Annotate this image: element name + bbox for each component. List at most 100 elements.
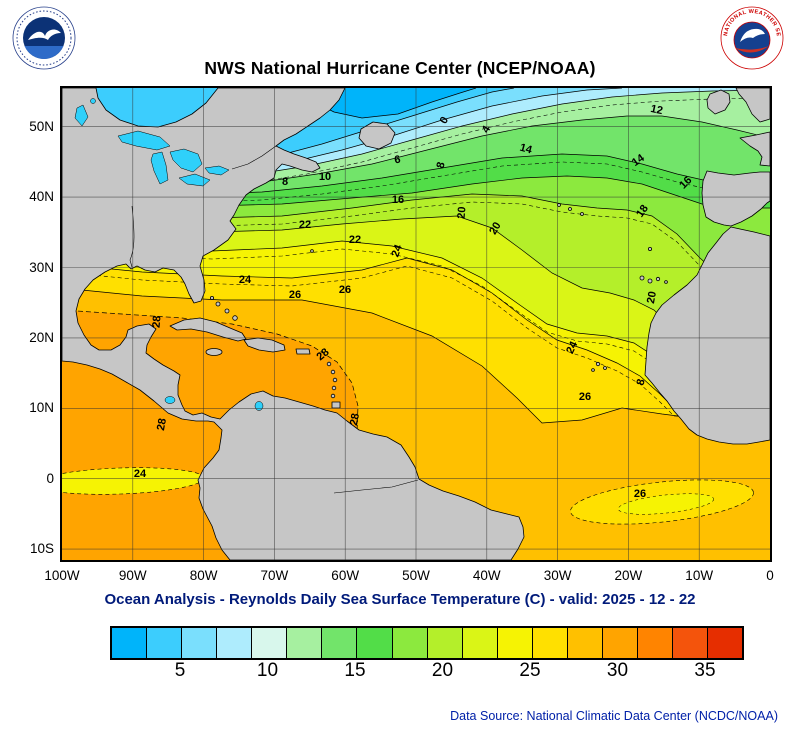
contour-label: 28 — [151, 315, 164, 328]
contour-label: 26 — [289, 289, 301, 301]
land-masses — [62, 88, 770, 560]
lake-nicaragua — [164, 396, 176, 404]
contour-label: 28 — [155, 417, 169, 431]
colorbar-cell — [217, 628, 253, 658]
lat-tick-label: 50N — [29, 118, 54, 134]
lake-superior — [117, 130, 171, 151]
lat-tick-label: 30N — [29, 259, 54, 275]
contour-label: 26 — [339, 284, 351, 296]
land-azores — [557, 203, 561, 207]
page-title: NWS National Hurricane Center (NCEP/NOAA… — [204, 58, 596, 78]
isotherm-line-dashed — [62, 248, 770, 403]
isotherm-line — [62, 257, 770, 413]
land-madeira — [648, 246, 653, 251]
colorbar-cell — [532, 628, 568, 658]
contour-label: 12 — [649, 103, 663, 117]
colorbar-cell — [462, 628, 498, 658]
lon-tick-label: 100W — [44, 568, 80, 583]
land-newfoundland — [358, 121, 396, 150]
land-canary-islands — [655, 276, 661, 282]
land-antilles — [326, 361, 332, 367]
noaa-emblem-graphic — [12, 6, 76, 70]
lat-tick-label: 10S — [29, 541, 54, 557]
land-cuba — [169, 317, 247, 342]
land-canary-islands — [639, 275, 645, 281]
land-bahamas — [215, 301, 221, 307]
lake-maracaibo — [254, 401, 264, 411]
lake-winnipeg — [74, 104, 89, 127]
land-bahamas — [209, 295, 214, 300]
colorbar-ticks: 5 10 15 20 25 30 35 — [110, 660, 740, 686]
lon-tick-label: 30W — [543, 568, 572, 583]
data-source-text: Data Source: National Climatic Data Cent… — [450, 709, 778, 723]
lon-tick-label: 10W — [685, 568, 714, 583]
lake-erie — [178, 173, 211, 187]
lakes — [74, 98, 264, 411]
colorbar-tick-label: 5 — [174, 660, 186, 681]
lat-tick-label: 20N — [29, 329, 54, 345]
colorbar-cell — [673, 628, 709, 658]
contour-label: 16 — [392, 194, 404, 206]
contour-label: 24 — [134, 468, 147, 480]
land-britain — [735, 88, 770, 123]
contour-label: 28 — [348, 412, 362, 426]
land-puerto-rico — [295, 348, 311, 355]
lake-michigan — [150, 151, 169, 185]
colorbar-tick-label: 15 — [344, 660, 366, 681]
land-france — [739, 131, 770, 167]
land-jamaica — [205, 348, 223, 356]
colorbar-cell — [392, 628, 428, 658]
colorbar-cell — [112, 628, 148, 658]
nws-emblem-graphic: NATIONAL WEATHER SERVICE — [718, 2, 784, 70]
lat-tick-label: 10N — [29, 400, 54, 416]
land-africa — [644, 226, 770, 445]
contour-label: 20 — [645, 290, 659, 304]
contour-label: 26 — [579, 391, 591, 403]
river-st-lawrence — [231, 145, 277, 170]
colorbar-cell — [147, 628, 183, 658]
land-iberia — [701, 170, 770, 227]
nws-logo: NATIONAL WEATHER SERVICE — [718, 2, 784, 70]
lake-huron — [169, 148, 203, 173]
lat-tick-label: 0 — [46, 470, 54, 486]
land-azores — [580, 212, 584, 216]
lon-tick-label: 80W — [189, 568, 218, 583]
atlantic-cold-tongue-core — [618, 493, 714, 515]
contour-label: 8 — [282, 176, 288, 188]
land-cape-verde — [591, 368, 595, 372]
colorbar-tick-label: 10 — [256, 660, 279, 681]
contour-label: 20 — [456, 206, 469, 219]
contour-label: 6 — [393, 154, 401, 167]
lon-tick-label: 60W — [331, 568, 360, 583]
colorbar-cell — [637, 628, 673, 658]
colorbar-cell — [497, 628, 533, 658]
land-canary-islands — [664, 280, 668, 284]
land-americas — [62, 88, 525, 560]
land-bahamas — [224, 308, 230, 314]
colorbar-cell — [427, 628, 463, 658]
contour-label: 24 — [564, 339, 580, 356]
lon-tick-label: 0 — [766, 568, 774, 583]
land-antilles — [330, 369, 336, 375]
contour-label: 0 — [438, 115, 451, 126]
land-antilles — [331, 385, 337, 391]
isotherm-line-dashed — [62, 265, 770, 421]
colorbar-tick-label: 25 — [519, 660, 541, 681]
colorbar-tick-label: 30 — [606, 660, 629, 681]
land-trinidad — [331, 401, 341, 409]
contour-label: 10 — [319, 171, 331, 183]
colorbar-cell — [322, 628, 358, 658]
contour-label: 14 — [518, 142, 534, 157]
lon-tick-label: 20W — [614, 568, 643, 583]
land-antilles — [330, 393, 336, 399]
land-antilles — [332, 377, 338, 383]
colorbar-cell — [287, 628, 323, 658]
isotherm-line-dashed — [62, 161, 770, 203]
lake-small — [90, 98, 96, 104]
lon-tick-label: 50W — [402, 568, 430, 583]
land-canary-islands — [647, 278, 653, 284]
land-ireland — [706, 89, 731, 115]
lake-ontario — [204, 165, 230, 176]
